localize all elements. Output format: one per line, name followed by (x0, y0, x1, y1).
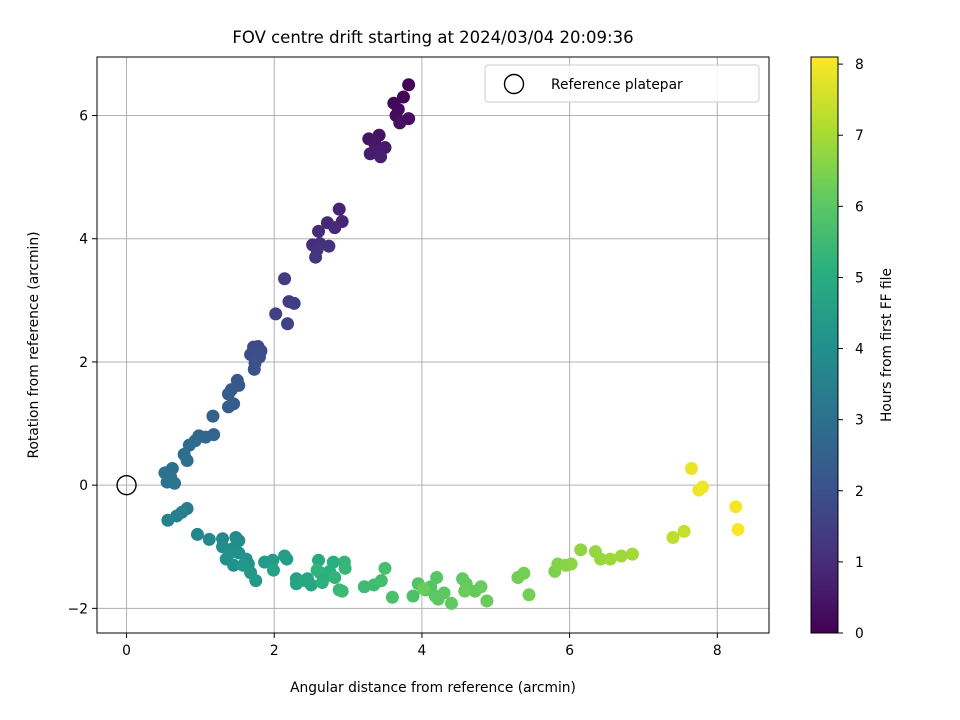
data-point (625, 547, 639, 561)
reference-platepar-marker (116, 474, 137, 496)
data-point (374, 150, 388, 164)
data-point (396, 90, 410, 104)
data-point (168, 476, 182, 490)
data-point (729, 500, 743, 514)
data-point (603, 552, 617, 566)
x-tick-label: 4 (418, 643, 427, 659)
data-point (227, 558, 241, 572)
y-tick-label: 0 (79, 478, 88, 494)
x-axis-ticks: 0 2 4 6 8 (122, 633, 722, 659)
data-point (431, 592, 445, 606)
data-point (281, 317, 295, 331)
x-tick-label: 0 (122, 643, 131, 659)
data-points (158, 78, 745, 610)
data-point (249, 574, 263, 588)
y-axis-label: Rotation from reference (arcmin) (26, 231, 42, 458)
data-point (309, 250, 323, 264)
data-point (266, 553, 280, 567)
colorbar-tick-label: 7 (855, 128, 864, 144)
data-point (335, 584, 349, 598)
colorbar-label: Hours from first FF file (879, 268, 895, 422)
data-point (328, 571, 342, 585)
colorbar-ticks: 0 1 2 3 4 5 6 7 8 (838, 57, 864, 642)
data-point (312, 224, 326, 238)
data-point (332, 202, 346, 216)
data-point (406, 589, 420, 603)
y-tick-label: 4 (79, 232, 88, 248)
reference-marker-layer (116, 474, 137, 496)
x-tick-label: 2 (270, 643, 279, 659)
data-point (522, 588, 536, 602)
data-point (594, 552, 608, 566)
data-point (378, 561, 392, 575)
colorbar-tick-label: 1 (855, 555, 864, 571)
colorbar-tick-label: 8 (855, 57, 864, 73)
y-tick-label: 6 (79, 109, 88, 125)
data-point (221, 387, 235, 401)
data-point (444, 596, 458, 610)
legend-reference-marker (503, 73, 525, 95)
data-point (363, 147, 377, 161)
data-point (696, 480, 710, 494)
data-point (385, 590, 399, 604)
data-point (298, 574, 312, 588)
data-point (416, 582, 430, 596)
data-point (180, 454, 194, 468)
x-tick-label: 8 (713, 643, 722, 659)
plot-frame (96, 56, 770, 634)
data-point (357, 580, 371, 594)
data-point (677, 524, 691, 538)
data-point (161, 513, 175, 527)
chart-title: FOV centre drift starting at 2024/03/04 … (232, 28, 633, 47)
data-point (280, 552, 294, 566)
data-point (474, 580, 488, 594)
data-point (517, 566, 531, 580)
data-point (322, 239, 336, 253)
data-point (206, 409, 220, 423)
data-point (278, 272, 292, 286)
colorbar-tick-label: 5 (855, 270, 864, 286)
y-axis-ticks: −2 0 2 4 6 (68, 109, 97, 617)
data-point (393, 116, 407, 130)
x-tick-label: 6 (565, 643, 574, 659)
grid-lines (97, 57, 769, 633)
data-point (338, 561, 352, 575)
colorbar-tick-label: 0 (855, 626, 864, 642)
data-point (666, 531, 680, 545)
data-point (269, 307, 283, 321)
colorbar: 0 1 2 3 4 5 6 7 8 Hours from first FF file (810, 56, 895, 642)
data-point (684, 462, 698, 476)
data-point (221, 400, 235, 414)
data-point (458, 584, 472, 598)
data-point (287, 296, 301, 310)
legend: Reference platepar (484, 64, 760, 103)
data-point (402, 78, 416, 92)
y-tick-label: −2 (68, 601, 88, 617)
data-point (430, 571, 444, 585)
colorbar-gradient (810, 56, 839, 634)
legend-box (484, 64, 760, 103)
data-point (731, 523, 745, 537)
colorbar-tick-label: 3 (855, 413, 864, 429)
data-point (328, 221, 342, 235)
data-point (480, 594, 494, 608)
data-point (247, 362, 261, 376)
data-point (614, 549, 628, 563)
data-point (564, 557, 578, 571)
data-point (310, 563, 324, 577)
data-point (574, 543, 588, 557)
data-point (266, 563, 280, 577)
data-point (374, 574, 388, 588)
legend-reference-label: Reference platepar (551, 77, 683, 93)
data-point (312, 553, 326, 567)
colorbar-tick-label: 2 (855, 484, 864, 500)
x-axis-label: Angular distance from reference (arcmin) (290, 680, 576, 696)
y-tick-label: 2 (79, 355, 88, 371)
data-point (190, 527, 204, 541)
data-point (315, 575, 329, 589)
data-point (202, 532, 216, 546)
colorbar-tick-label: 6 (855, 199, 864, 215)
colorbar-tick-label: 4 (855, 342, 864, 358)
